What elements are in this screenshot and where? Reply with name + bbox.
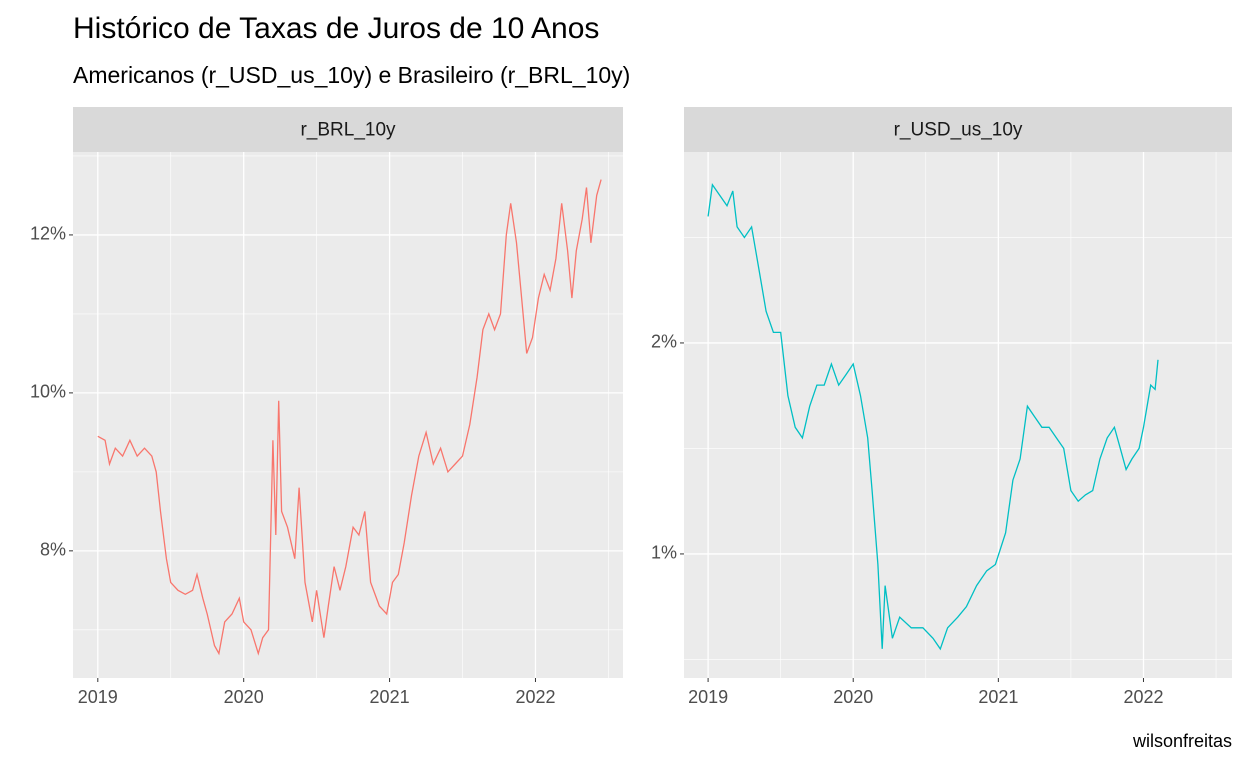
- x-tick-label: 2020: [833, 687, 873, 707]
- data-line: [707, 182, 1159, 651]
- x-tick-label: 2022: [515, 687, 555, 707]
- strip: [684, 107, 1232, 152]
- chart-title: Histórico de Taxas de Juros de 10 Anos: [73, 12, 599, 45]
- y-tick-label: 2%: [651, 332, 677, 352]
- x-tick-label: 2019: [688, 687, 728, 707]
- caption: wilsonfreitas: [1132, 731, 1232, 751]
- y-tick-label: 8%: [40, 540, 66, 560]
- strip: [73, 107, 623, 152]
- panel: [73, 152, 623, 678]
- x-tick-label: 2022: [1123, 687, 1163, 707]
- y-tick-label: 12%: [30, 224, 66, 244]
- strip-label: r_BRL_10y: [300, 120, 396, 141]
- panel: [684, 152, 1232, 678]
- chart-subtitle: Americanos (r_USD_us_10y) e Brasileiro (…: [73, 62, 630, 88]
- y-tick-label: 1%: [651, 543, 677, 563]
- x-tick-label: 2021: [978, 687, 1018, 707]
- strip-label: r_USD_us_10y: [894, 120, 1023, 141]
- y-tick-label: 10%: [30, 382, 66, 402]
- x-tick-label: 2019: [78, 687, 118, 707]
- data-line: [97, 179, 602, 656]
- x-tick-label: 2020: [224, 687, 264, 707]
- x-tick-label: 2021: [370, 687, 410, 707]
